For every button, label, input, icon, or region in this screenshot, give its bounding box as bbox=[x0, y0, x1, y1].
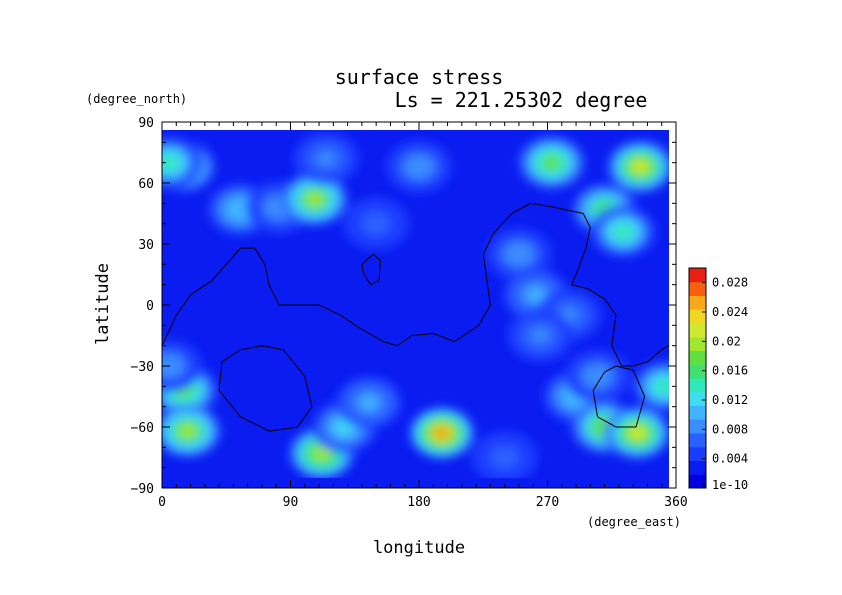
colorbar-swatch bbox=[689, 336, 706, 351]
heatmap-feature bbox=[409, 406, 475, 460]
heatmap-feature bbox=[162, 339, 202, 393]
x-tick-label: 360 bbox=[664, 495, 687, 510]
heatmap-field bbox=[162, 132, 669, 478]
heatmap-cell bbox=[231, 202, 250, 217]
colorbar-swatch bbox=[689, 433, 706, 448]
heatmap-plot-area bbox=[161, 121, 677, 489]
colorbar-swatch bbox=[689, 405, 706, 420]
colorbar-swatch bbox=[689, 309, 706, 324]
heatmap-cell bbox=[628, 426, 647, 441]
plot-fill-margin bbox=[162, 478, 669, 488]
heatmap-cell bbox=[306, 192, 324, 207]
contour-line bbox=[361, 253, 381, 286]
y-tick-label: 30 bbox=[138, 238, 154, 253]
contour-line bbox=[218, 345, 313, 432]
colorbar: 1e-10 0.004 0.008 0.012 0.016 0.02 0.024 0.028 bbox=[688, 267, 748, 492]
heatmap-feature bbox=[486, 227, 552, 281]
x-tick-label: 270 bbox=[536, 495, 559, 510]
colorbar-swatch bbox=[689, 419, 706, 434]
x-tick-label: 90 bbox=[283, 495, 299, 510]
colorbar-swatch bbox=[689, 391, 706, 406]
heatmap-feature bbox=[343, 197, 409, 250]
contour-line bbox=[592, 365, 646, 428]
heatmap-cell bbox=[495, 450, 514, 465]
heatmap-cell bbox=[614, 224, 632, 239]
heatmap-feature bbox=[507, 309, 574, 362]
y-tick-label: 90 bbox=[138, 116, 154, 131]
x-tick-label: 180 bbox=[407, 495, 430, 510]
colorbar-swatch bbox=[689, 268, 706, 283]
heatmap-cell bbox=[588, 369, 607, 384]
heatmap-feature bbox=[282, 173, 348, 226]
heatmap-feature bbox=[519, 136, 585, 189]
heatmap-cell bbox=[360, 395, 378, 410]
heatmap-cell bbox=[162, 155, 178, 170]
colorbar-label: 0.024 bbox=[712, 305, 748, 319]
y-units-label: (degree_north) bbox=[86, 92, 187, 106]
heatmap-feature bbox=[590, 205, 656, 258]
colorbar-swatch bbox=[689, 323, 706, 338]
heatmap-feature bbox=[631, 360, 669, 413]
colorbar-label: 0.016 bbox=[712, 364, 748, 378]
colorbar-swatch bbox=[689, 446, 706, 461]
y-axis-label: latitude bbox=[93, 263, 113, 345]
colorbar-swatch bbox=[689, 281, 706, 296]
y-tick-label: −90 bbox=[131, 482, 154, 497]
heatmap-feature bbox=[471, 431, 538, 478]
heatmap-cell bbox=[178, 424, 197, 439]
heatmap-feature bbox=[564, 349, 631, 403]
heatmap-cell bbox=[527, 287, 545, 302]
heatmap-feature bbox=[604, 406, 669, 460]
chart-title: surface stress bbox=[335, 65, 504, 89]
colorbar-swatch bbox=[689, 350, 706, 365]
heatmap-cell bbox=[543, 155, 561, 170]
colorbar-frame bbox=[688, 267, 707, 489]
heatmap-feature bbox=[162, 404, 221, 458]
coastline-contours bbox=[162, 202, 669, 432]
contour-line bbox=[162, 202, 669, 367]
heatmap-feature bbox=[607, 140, 669, 193]
heatmap-cell bbox=[317, 151, 335, 166]
heatmap-cell bbox=[631, 159, 650, 174]
heatmap-cell bbox=[313, 446, 331, 461]
colorbar-swatch bbox=[689, 460, 706, 475]
heatmap-cell bbox=[510, 247, 528, 262]
heatmap-feature bbox=[336, 376, 402, 429]
heatmap-cell bbox=[336, 420, 354, 434]
y-tick-label: −60 bbox=[131, 421, 154, 436]
colorbar-label: 0.012 bbox=[712, 393, 748, 407]
colorbar-label: 1e-10 bbox=[712, 478, 748, 492]
colorbar-swatch bbox=[689, 364, 706, 379]
colorbar-label: 0.008 bbox=[712, 422, 748, 436]
y-axis: −90 −60 −30 0 30 60 90 bbox=[131, 116, 676, 497]
heatmap-cell bbox=[367, 216, 385, 231]
x-tick-label: 0 bbox=[158, 495, 166, 510]
colorbar-swatch bbox=[689, 474, 706, 489]
heatmap-feature bbox=[162, 136, 202, 189]
x-axis-label: longitude bbox=[373, 538, 465, 558]
x-units-label: (degree_east) bbox=[587, 515, 681, 529]
colorbar-swatch bbox=[689, 378, 706, 393]
heatmap-feature bbox=[386, 140, 452, 193]
colorbar-label: 0.02 bbox=[712, 334, 741, 348]
y-tick-label: 0 bbox=[146, 299, 154, 314]
heatmap-cell bbox=[433, 426, 451, 441]
heatmap-feature bbox=[293, 132, 359, 185]
plot-fill-margin-top bbox=[162, 122, 669, 130]
colorbar-label: 0.004 bbox=[712, 452, 748, 466]
heatmap-cell bbox=[531, 328, 550, 343]
colorbar-swatch bbox=[689, 295, 706, 310]
heatmap-cell bbox=[655, 379, 669, 394]
y-tick-label: 60 bbox=[138, 177, 154, 192]
y-tick-label: −30 bbox=[131, 360, 154, 375]
colorbar-label: 0.028 bbox=[712, 276, 748, 290]
heatmap-cell bbox=[410, 159, 428, 174]
chart-subtitle: Ls = 221.25302 degree bbox=[395, 88, 648, 112]
x-axis: 0 90 180 270 360 bbox=[158, 122, 688, 510]
